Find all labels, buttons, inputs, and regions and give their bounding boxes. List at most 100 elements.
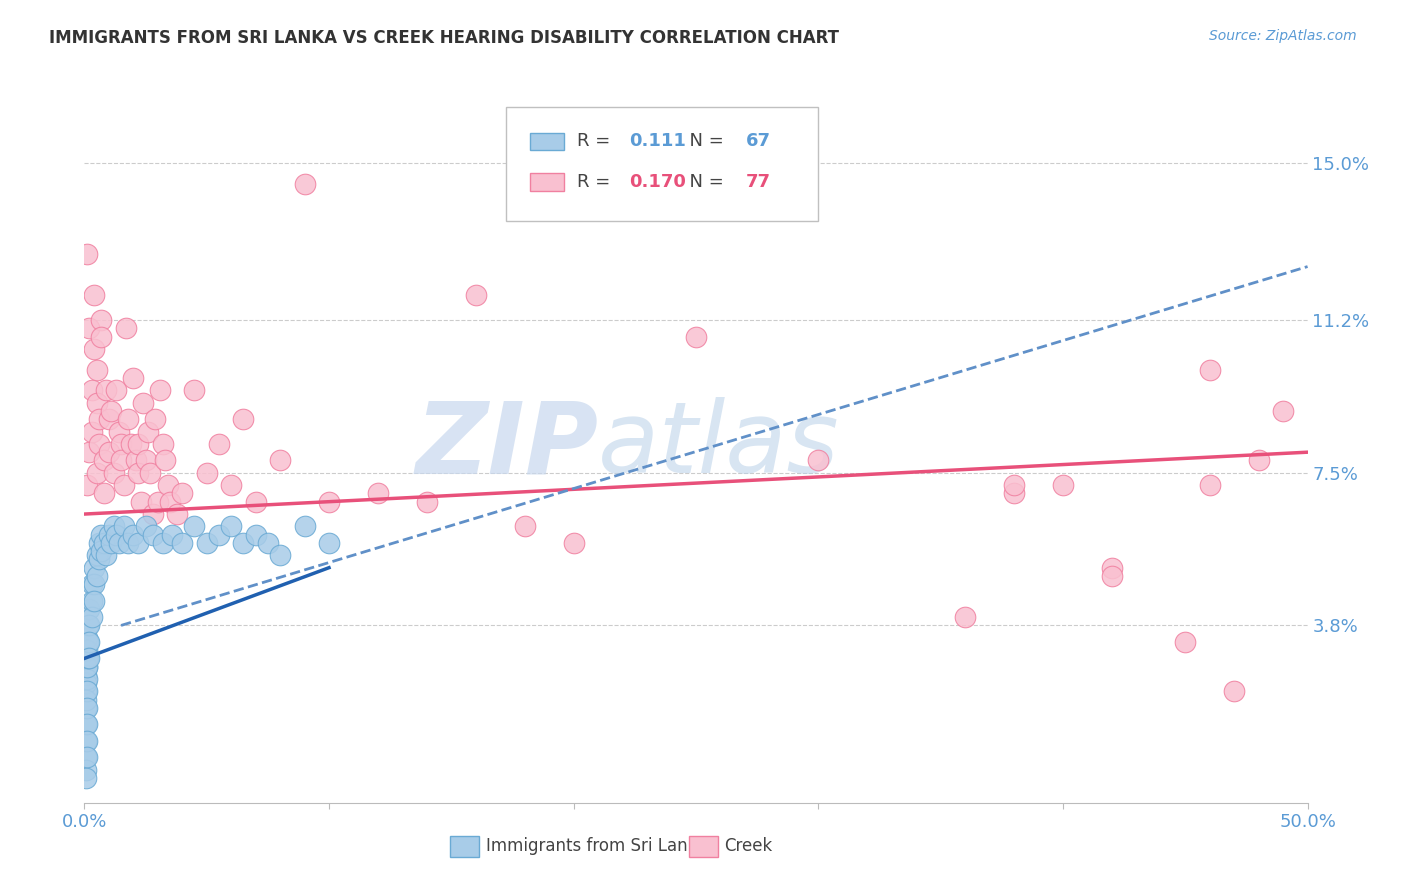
Point [132,395,155,409]
Text: atlas: atlas [598,398,839,494]
Point [75,734,97,748]
Point [464,288,486,302]
Point [100,404,122,418]
Point [76,659,98,673]
Point [90,544,112,558]
Point [1101,560,1123,574]
Point [87,552,110,566]
Point [83,593,105,607]
Point [162,527,184,541]
Point [1198,362,1220,376]
Point [76,734,98,748]
Point [135,519,157,533]
Point [139,466,162,480]
Point [75,771,97,785]
Point [120,437,142,451]
Point [76,247,98,261]
Point [97,445,120,459]
Text: IMMIGRANTS FROM SRI LANKA VS CREEK HEARING DISABILITY CORRELATION CHART: IMMIGRANTS FROM SRI LANKA VS CREEK HEARI… [49,29,839,46]
Point [75,659,97,673]
Point [807,453,830,467]
Point [1002,486,1025,500]
Point [75,668,97,682]
Text: R =: R = [578,132,616,150]
Point [77,651,100,665]
Point [97,527,120,541]
Point [80,593,103,607]
Point [75,717,97,731]
Point [96,384,118,398]
Point [80,577,103,591]
Text: 67: 67 [747,132,770,150]
Point [269,453,291,467]
Point [77,635,100,649]
Point [80,384,103,398]
Point [86,549,108,563]
Point [562,536,585,550]
Point [86,466,108,480]
Point [105,527,128,541]
Point [1223,684,1246,698]
Point [136,425,159,439]
Text: Source: ZipAtlas.com: Source: ZipAtlas.com [1209,29,1357,43]
Point [112,519,135,533]
Point [93,536,115,550]
Point [75,701,97,715]
Point [112,478,135,492]
Point [1101,569,1123,583]
Point [77,618,100,632]
Point [77,321,100,335]
Point [90,527,112,541]
Point [77,651,100,665]
Point [294,177,316,191]
Point [153,453,176,467]
Point [75,684,97,698]
Point [75,676,97,690]
Point [127,466,149,480]
Point [107,536,129,550]
Point [76,750,98,764]
Point [77,445,100,459]
Point [103,519,125,533]
Point [152,437,174,451]
Point [135,453,157,467]
Point [75,750,97,764]
Point [367,486,389,500]
Point [195,466,218,480]
Point [232,412,254,426]
Point [513,519,536,533]
Point [142,527,165,541]
Point [149,384,172,398]
Point [142,507,165,521]
Point [269,549,291,563]
FancyBboxPatch shape [506,107,818,221]
FancyBboxPatch shape [450,836,479,857]
Point [129,494,152,508]
Point [76,659,98,673]
Point [76,631,98,645]
Point [80,610,103,624]
Point [146,494,169,508]
Point [166,507,188,521]
Point [1002,478,1025,492]
Point [96,549,118,563]
Point [83,577,105,591]
Point [1272,404,1295,418]
FancyBboxPatch shape [530,173,564,191]
Point [83,342,105,356]
Point [183,519,205,533]
Point [953,610,976,624]
Text: Immigrants from Sri Lanka: Immigrants from Sri Lanka [485,837,707,855]
Point [1198,478,1220,492]
Text: 77: 77 [747,173,770,191]
Point [117,412,139,426]
Point [245,527,267,541]
Text: Creek: Creek [724,837,772,855]
Point [156,478,179,492]
Point [208,437,231,451]
Point [76,684,98,698]
Point [318,536,340,550]
Point [77,635,100,649]
Point [76,643,98,657]
Point [159,494,181,508]
